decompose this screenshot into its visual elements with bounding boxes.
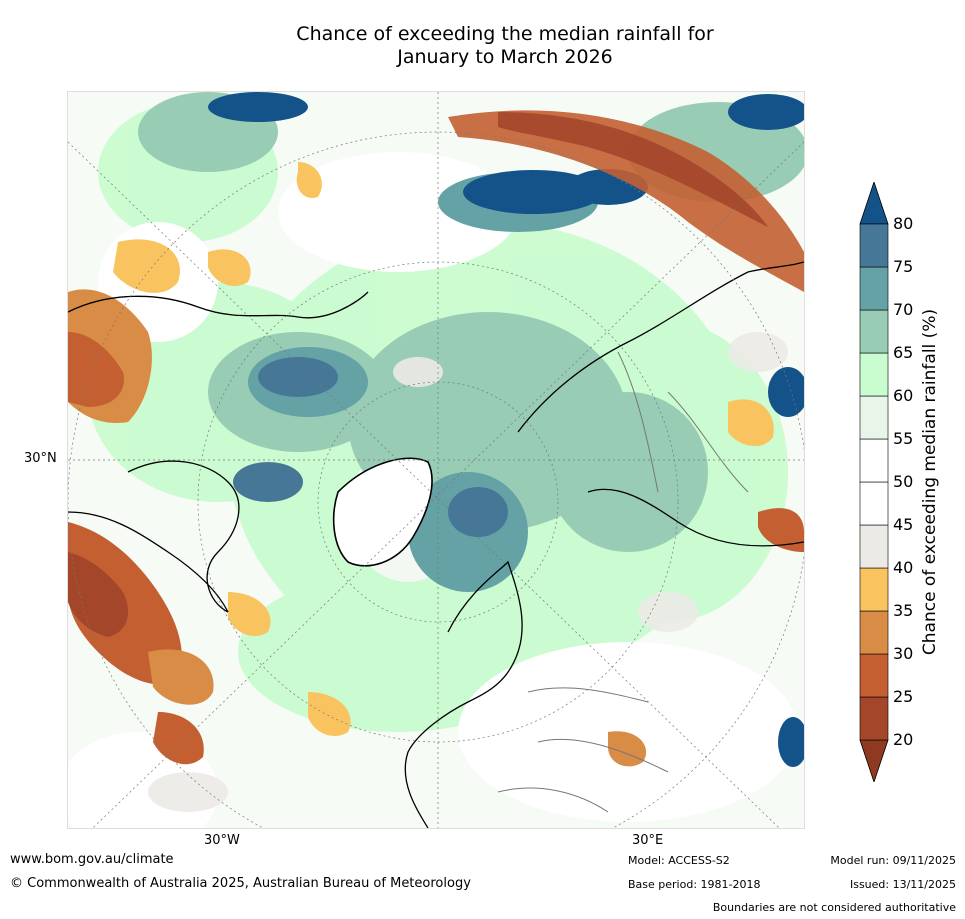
colorbar-tick-65: 65	[893, 343, 914, 362]
colorbar-tick-30: 30	[893, 644, 914, 663]
colorbar-tick-55: 55	[893, 429, 914, 448]
colorbar-tick-60: 60	[893, 386, 914, 405]
colorbar-segment-25	[859, 653, 889, 698]
map-title-line2: January to March 2026	[397, 46, 613, 68]
colorbar-tick-40: 40	[893, 558, 914, 577]
colorbar-segment-45	[859, 481, 889, 526]
map-svg	[68, 92, 804, 828]
lon-label-30e: 30°E	[632, 833, 664, 848]
colorbar-over-arrow	[859, 182, 889, 225]
footer-issued: Issued: 13/11/2025	[849, 878, 956, 891]
colorbar-title: Chance of exceeding median rainfall (%)	[920, 308, 940, 656]
rainfall-map	[67, 91, 805, 829]
footer-model-run: Model run: 09/11/2025	[830, 854, 956, 867]
coastline-europe	[404, 560, 523, 828]
colorbar-tick-35: 35	[893, 601, 914, 620]
colorbar-segment-65	[859, 309, 889, 354]
coastline-north-america	[68, 291, 369, 613]
footer-base-period: Base period: 1981-2018	[628, 878, 761, 891]
lon-label-30w: 30°W	[204, 833, 240, 848]
colorbar-tick-50: 50	[893, 472, 914, 491]
colorbar-segment-75	[859, 223, 889, 268]
colorbar-segment-40	[859, 524, 889, 569]
coastline-asia	[517, 261, 804, 547]
colorbar-tick-20: 20	[893, 730, 914, 749]
footer-copyright: © Commonwealth of Australia 2025, Austra…	[10, 876, 471, 891]
lat-label-30n: 30°N	[24, 451, 57, 466]
footer-model: Model: ACCESS-S2	[628, 854, 730, 867]
rainfall-fill-grey	[148, 332, 788, 812]
colorbar-segment-70	[859, 266, 889, 311]
colorbar	[859, 182, 889, 782]
colorbar-tick-70: 70	[893, 300, 914, 319]
graticule	[68, 92, 804, 828]
greenland-landmass	[332, 457, 433, 567]
colorbar-tick-75: 75	[893, 257, 914, 276]
country-borders	[497, 351, 749, 813]
colorbar-segment-50	[859, 438, 889, 483]
colorbar-segment-20	[859, 696, 889, 741]
colorbar-tick-80: 80	[893, 214, 914, 233]
colorbar-tick-25: 25	[893, 687, 914, 706]
colorbar-segment-60	[859, 352, 889, 397]
colorbar-segment-35	[859, 567, 889, 612]
footer-website[interactable]: www.bom.gov.au/climate	[10, 852, 174, 867]
colorbar-segment-30	[859, 610, 889, 655]
colorbar-segment-55	[859, 395, 889, 440]
rainfall-fill-blue	[208, 92, 804, 767]
colorbar-tick-45: 45	[893, 515, 914, 534]
colorbar-under-arrow	[859, 739, 889, 782]
map-title-line1: Chance of exceeding the median rainfall …	[296, 23, 714, 45]
footer-disclaimer: Boundaries are not considered authoritat…	[712, 901, 956, 914]
